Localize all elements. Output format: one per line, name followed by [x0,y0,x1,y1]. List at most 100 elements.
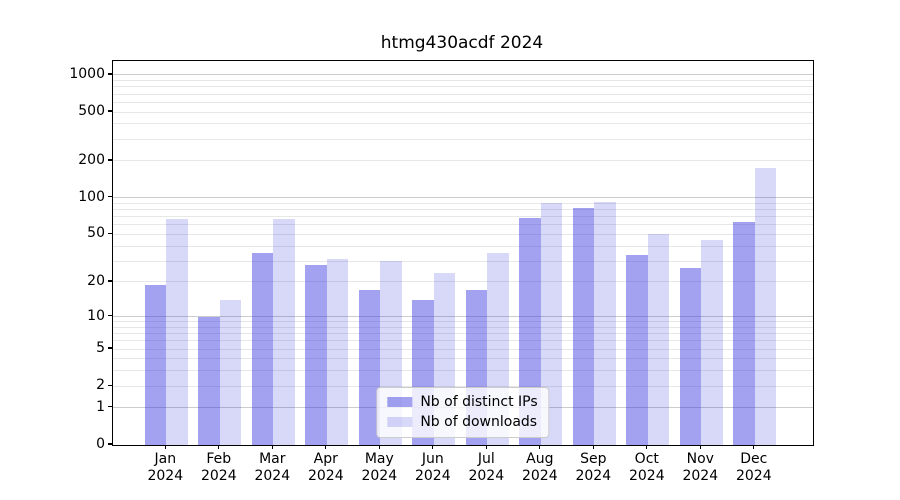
bar-jan-distinct-ips [144,284,167,445]
chart-title: htmg430acdf 2024 [380,33,544,53]
bar-mar-distinct-ips [251,253,274,445]
x-tick-mark [164,445,166,449]
bar-oct-distinct-ips [626,254,648,445]
bar-dec-distinct-ips [733,222,755,445]
x-tick-label-apr: Apr 2024 [307,451,344,484]
x-tick-mark [539,445,541,449]
y-gridline [113,93,813,95]
x-tick-label-jun: Jun 2024 [414,451,451,484]
legend-swatch-downloads [387,417,413,427]
x-tick-mark [432,445,434,449]
x-tick-label-jan: Jan 2024 [147,451,184,484]
y-gridline [113,316,813,318]
x-tick-label-mar: Mar 2024 [254,451,291,484]
y-gridline [113,224,813,226]
legend-label-downloads: Nb of downloads [420,414,538,430]
y-tick-label: 200 [78,151,105,168]
y-tick-label: 500 [78,103,105,120]
bar-apr-downloads [326,259,349,445]
x-tick-label-aug: Aug 2024 [521,451,558,484]
y-gridline [113,340,813,342]
bar-may-distinct-ips [358,290,381,445]
x-tick-mark [699,445,701,449]
y-gridline [113,358,813,360]
bar-aug-downloads [540,202,563,445]
legend-swatch-distinct-ips [387,397,413,407]
x-tick-label-jul: Jul 2024 [468,451,505,484]
y-tick-mark [108,314,112,317]
x-tick-mark [325,445,327,449]
y-tick-label: 2 [96,377,105,394]
y-tick-mark [108,347,112,349]
y-gridline [113,209,813,211]
legend-item-distinct-ips: Nb of distinct IPs [387,394,538,410]
y-tick-label: 100 [78,188,105,205]
legend-label-distinct-ips: Nb of distinct IPs [420,394,538,410]
y-tick-label: 5 [96,340,105,357]
plot-area: Nb of distinct IPs Nb of downloads [112,60,814,446]
x-tick-mark [592,445,594,449]
y-gridline [113,202,813,204]
y-gridline [113,281,813,283]
y-gridline [113,245,813,247]
bar-sep-downloads [594,201,616,445]
y-gridline [113,326,813,328]
y-tick-label: 10 [87,307,105,324]
y-gridline [113,321,813,323]
y-gridline [113,385,813,387]
x-tick-label-nov: Nov 2024 [682,451,719,484]
y-tick-mark [108,406,112,408]
y-tick-mark [108,280,112,282]
bar-oct-downloads [647,234,670,445]
y-gridline [113,111,813,113]
y-gridline [113,80,813,82]
y-gridline [113,260,813,262]
x-tick-mark [646,445,648,449]
bar-nov-downloads [701,239,723,445]
y-gridline [113,101,813,103]
x-tick-label-may: May 2024 [361,451,398,484]
y-gridline [113,138,813,140]
legend: Nb of distinct IPs Nb of downloads [376,387,550,438]
y-tick-mark [108,159,112,161]
y-tick-mark [108,110,112,112]
bar-nov-distinct-ips [679,268,702,445]
y-tick-mark [108,73,112,75]
y-tick-label: 0 [96,436,105,452]
x-tick-label-dec: Dec 2024 [735,451,772,484]
y-tick-label: 1000 [69,65,105,82]
y-gridline [113,197,813,199]
bar-feb-downloads [219,299,242,445]
y-gridline [113,333,813,335]
y-gridline [113,233,813,235]
y-gridline [113,160,813,162]
y-gridline [113,74,813,76]
y-tick-mark [108,443,112,445]
x-tick-label-oct: Oct 2024 [628,451,665,484]
bar-apr-distinct-ips [305,264,327,445]
bar-feb-distinct-ips [198,316,220,445]
y-gridline [113,216,813,218]
x-tick-mark [485,445,487,449]
y-gridline [113,123,813,125]
y-tick-label: 50 [87,225,105,242]
legend-item-downloads: Nb of downloads [387,415,537,429]
y-gridline [113,370,813,372]
y-tick-mark [108,232,112,234]
bar-mar-downloads [273,219,295,445]
x-tick-mark [753,445,755,449]
y-tick-mark [108,196,112,198]
x-tick-mark [378,445,380,449]
x-tick-mark [218,445,220,449]
bar-dec-downloads [754,168,777,445]
y-tick-label: 20 [87,272,105,289]
x-tick-mark [271,445,273,449]
y-gridline [113,86,813,88]
y-gridline [113,348,813,350]
y-tick-mark [108,384,112,386]
bar-jan-downloads [166,219,188,445]
x-tick-label-sep: Sep 2024 [575,451,612,484]
y-tick-label: 1 [96,398,105,415]
x-tick-label-feb: Feb 2024 [200,451,237,484]
